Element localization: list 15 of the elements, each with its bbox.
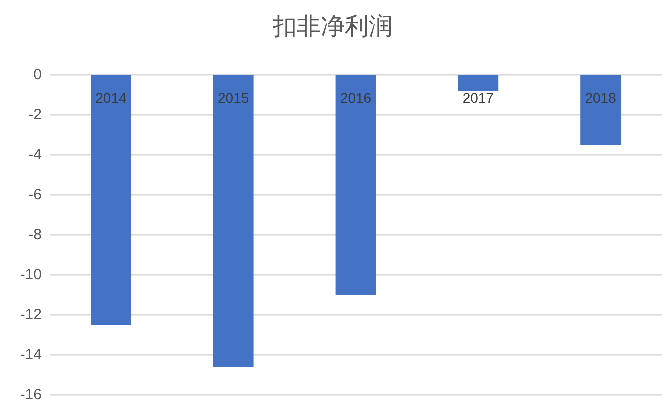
y-tick-label: -8 (28, 226, 42, 244)
x-tick-label: 2017 (462, 90, 494, 106)
x-tick-label: 2018 (585, 90, 617, 106)
x-tick-label: 2014 (96, 90, 127, 106)
y-tick-label: -2 (28, 106, 42, 124)
x-tick-label: 2015 (218, 90, 250, 106)
y-tick-label: -14 (20, 346, 42, 364)
y-tick-label: -4 (28, 146, 42, 164)
y-tick-label: 0 (34, 66, 42, 84)
x-tick-label: 2016 (340, 90, 372, 106)
y-tick-label: -6 (28, 186, 42, 204)
y-tick-label: -10 (20, 266, 42, 284)
y-tick-label: -12 (20, 306, 42, 324)
y-tick-label: -16 (20, 386, 42, 404)
chart-title: 扣非净利润 (272, 14, 393, 40)
